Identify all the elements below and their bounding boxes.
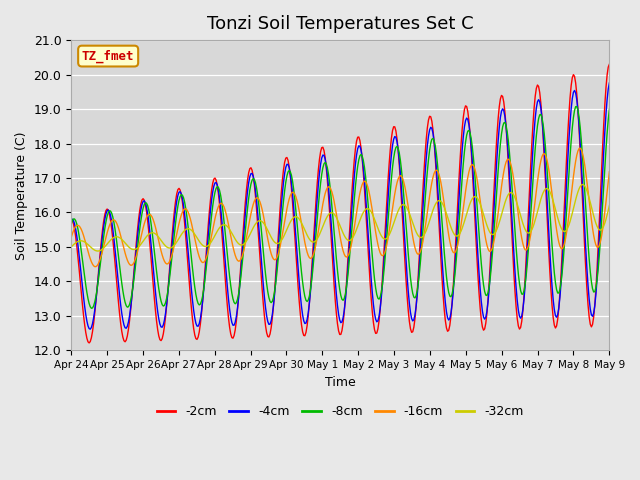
-4cm (605, 80, 613, 86)
-16cm (296, 208, 303, 214)
-8cm (236, 284, 244, 289)
-4cm (236, 283, 244, 288)
-32cm (557, 225, 565, 230)
-16cm (557, 245, 565, 251)
-16cm (464, 174, 472, 180)
Text: TZ_fmet: TZ_fmet (82, 49, 134, 63)
Y-axis label: Soil Temperature (C): Soil Temperature (C) (15, 131, 28, 260)
-16cm (396, 174, 403, 180)
-32cm (464, 207, 472, 213)
-32cm (296, 216, 303, 222)
-8cm (67, 221, 75, 227)
Line: -32cm: -32cm (71, 184, 609, 251)
-16cm (236, 258, 244, 264)
-2cm (557, 271, 565, 277)
-4cm (369, 301, 377, 307)
-8cm (557, 279, 565, 285)
Legend: -2cm, -4cm, -8cm, -16cm, -32cm: -2cm, -4cm, -8cm, -16cm, -32cm (152, 400, 529, 423)
-2cm (296, 299, 303, 305)
-2cm (464, 108, 472, 114)
-4cm (396, 157, 403, 163)
-8cm (396, 150, 403, 156)
Line: -8cm: -8cm (71, 107, 609, 308)
-16cm (92, 264, 100, 269)
-4cm (464, 117, 472, 122)
-2cm (236, 279, 244, 285)
-2cm (67, 216, 75, 222)
-2cm (85, 340, 93, 346)
-2cm (605, 61, 613, 67)
-2cm (369, 320, 377, 325)
-8cm (573, 104, 580, 109)
-4cm (67, 217, 75, 223)
-32cm (605, 203, 613, 208)
-4cm (86, 326, 94, 332)
-32cm (396, 206, 403, 212)
Line: -2cm: -2cm (71, 64, 609, 343)
-8cm (464, 128, 472, 134)
Line: -16cm: -16cm (71, 148, 609, 266)
-4cm (557, 280, 565, 286)
-32cm (67, 244, 75, 250)
-16cm (577, 145, 584, 151)
Title: Tonzi Soil Temperatures Set C: Tonzi Soil Temperatures Set C (207, 15, 474, 33)
-32cm (236, 241, 244, 247)
-8cm (88, 305, 95, 311)
-32cm (94, 248, 102, 254)
-4cm (296, 280, 303, 286)
-8cm (605, 107, 613, 112)
X-axis label: Time: Time (325, 376, 356, 389)
-8cm (296, 245, 303, 251)
-16cm (67, 235, 75, 240)
-2cm (396, 162, 403, 168)
-32cm (579, 181, 586, 187)
-16cm (369, 215, 377, 220)
Line: -4cm: -4cm (71, 83, 609, 329)
-8cm (369, 265, 377, 271)
-16cm (605, 169, 613, 175)
-32cm (369, 214, 377, 219)
